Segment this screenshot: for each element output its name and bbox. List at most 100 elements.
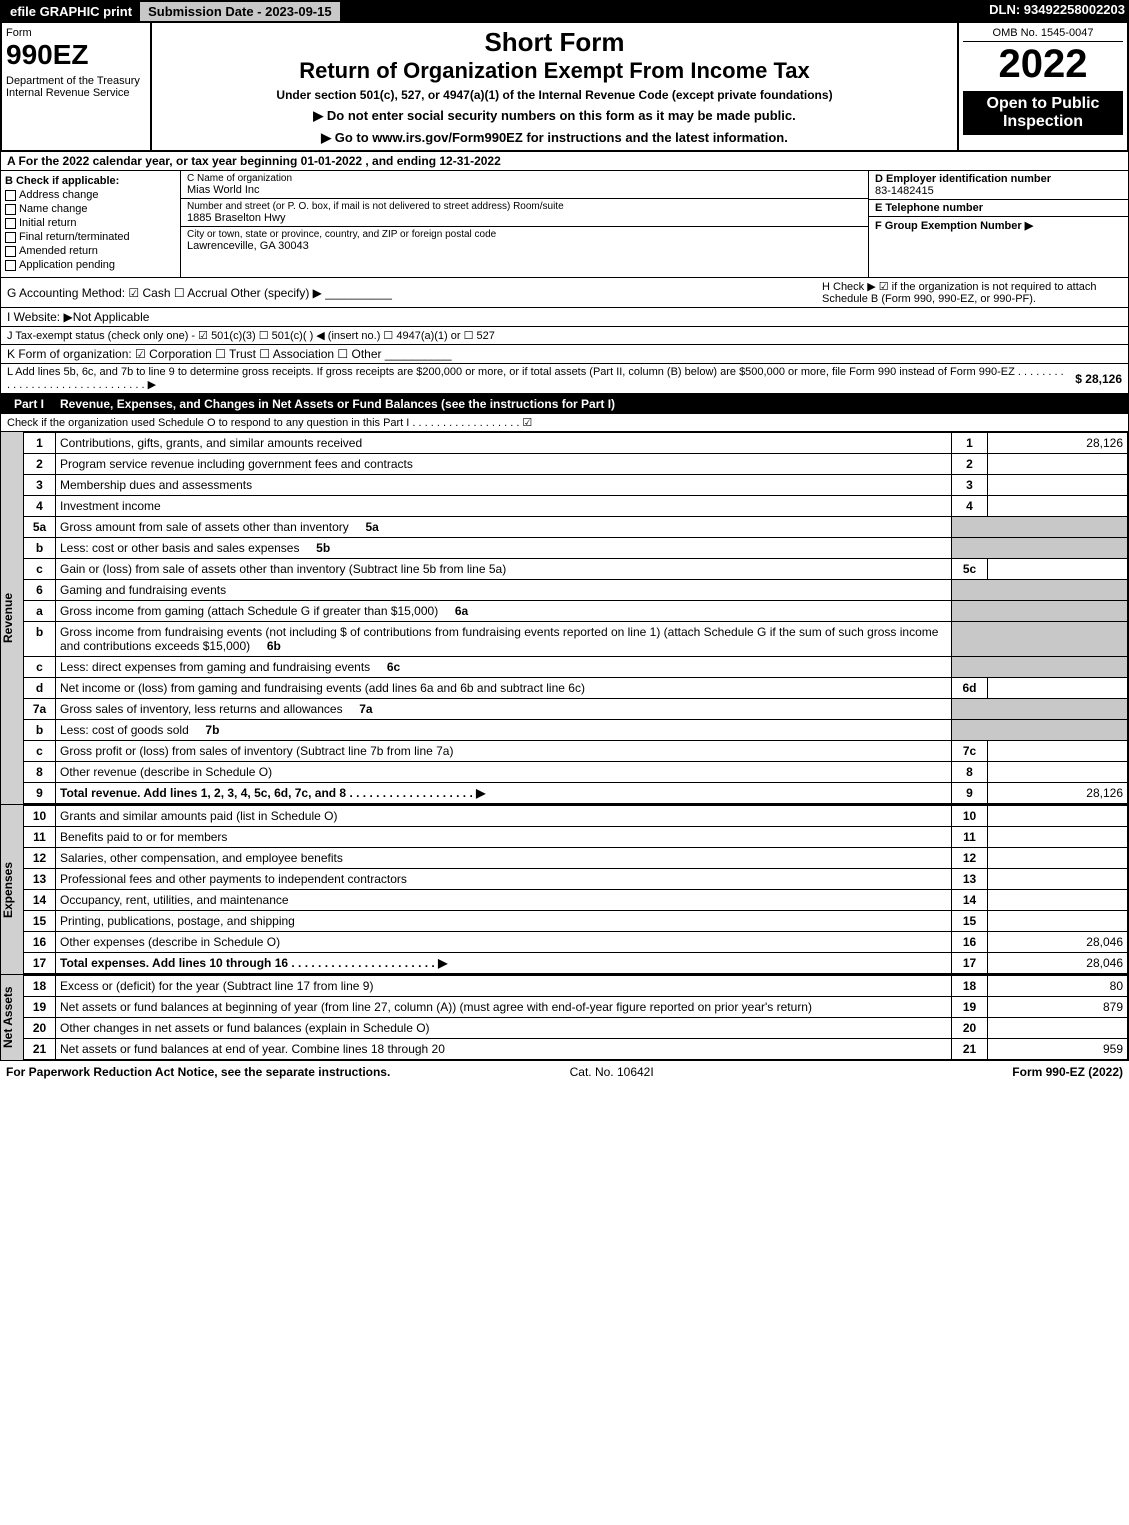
line-16: 16Other expenses (describe in Schedule O… — [24, 932, 1128, 953]
row-j: J Tax-exempt status (check only one) - ☑… — [0, 327, 1129, 345]
chk-final-return[interactable]: Final return/terminated — [5, 231, 176, 243]
line-9: 9Total revenue. Add lines 1, 2, 3, 4, 5c… — [24, 783, 1128, 804]
line-13: 13Professional fees and other payments t… — [24, 869, 1128, 890]
chk-application-pending[interactable]: Application pending — [5, 259, 176, 271]
group-exempt-cell: F Group Exemption Number ▶ — [869, 217, 1128, 234]
part1-title: Revenue, Expenses, and Changes in Net As… — [60, 397, 615, 411]
row-l: L Add lines 5b, 6c, and 7b to line 9 to … — [0, 364, 1129, 394]
line-6d: dNet income or (loss) from gaming and fu… — [24, 678, 1128, 699]
line-15: 15Printing, publications, postage, and s… — [24, 911, 1128, 932]
line-10: 10Grants and similar amounts paid (list … — [24, 806, 1128, 827]
part1-label: Part I — [8, 397, 50, 411]
expenses-section: Expenses 10Grants and similar amounts pa… — [0, 805, 1129, 975]
line-2: 2Program service revenue including gover… — [24, 454, 1128, 475]
section-bcde: B Check if applicable: Address change Na… — [0, 171, 1129, 278]
column-de: D Employer identification number 83-1482… — [868, 171, 1128, 277]
ssn-warning: ▶ Do not enter social security numbers o… — [156, 108, 953, 124]
efile-label: efile GRAPHIC print — [4, 2, 138, 21]
header-left: Form 990EZ Department of the Treasury In… — [2, 23, 152, 150]
line-3: 3Membership dues and assessments3 — [24, 475, 1128, 496]
row-h: H Check ▶ ☑ if the organization is not r… — [822, 280, 1122, 305]
line-4: 4Investment income4 — [24, 496, 1128, 517]
footer-mid: Cat. No. 10642I — [570, 1065, 654, 1079]
header-center: Short Form Return of Organization Exempt… — [152, 23, 957, 150]
row-i: I Website: ▶Not Applicable — [0, 308, 1129, 327]
line-5b: bLess: cost or other basis and sales exp… — [24, 538, 1128, 559]
line-17: 17Total expenses. Add lines 10 through 1… — [24, 953, 1128, 974]
street-value: 1885 Braselton Hwy — [187, 212, 862, 224]
line-6a: aGross income from gaming (attach Schedu… — [24, 601, 1128, 622]
city-label: City or town, state or province, country… — [187, 229, 862, 240]
line-7c: cGross profit or (loss) from sales of in… — [24, 741, 1128, 762]
part1-header: Part I Revenue, Expenses, and Changes in… — [0, 394, 1129, 414]
section-a: A For the 2022 calendar year, or tax yea… — [0, 152, 1129, 171]
short-form-title: Short Form — [156, 27, 953, 58]
line-8: 8Other revenue (describe in Schedule O)8 — [24, 762, 1128, 783]
column-c: C Name of organization Mias World Inc Nu… — [181, 171, 868, 277]
top-bar: efile GRAPHIC print Submission Date - 20… — [0, 0, 1129, 23]
phone-label: E Telephone number — [875, 202, 1122, 214]
org-name-label: C Name of organization — [187, 173, 862, 184]
header-right: OMB No. 1545-0047 2022 Open to Public In… — [957, 23, 1127, 150]
chk-name-change[interactable]: Name change — [5, 203, 176, 215]
org-name-cell: C Name of organization Mias World Inc — [181, 171, 868, 199]
under-section: Under section 501(c), 527, or 4947(a)(1)… — [156, 88, 953, 102]
row-l-text: L Add lines 5b, 6c, and 7b to line 9 to … — [7, 366, 1067, 391]
footer-right: Form 990-EZ (2022) — [1012, 1065, 1123, 1079]
netassets-table: 18Excess or (deficit) for the year (Subt… — [23, 975, 1128, 1060]
tax-year: 2022 — [963, 42, 1123, 87]
line-6: 6Gaming and fundraising events — [24, 580, 1128, 601]
line-18: 18Excess or (deficit) for the year (Subt… — [24, 976, 1128, 997]
chk-amended-return[interactable]: Amended return — [5, 245, 176, 257]
row-g: G Accounting Method: ☑ Cash ☐ Accrual Ot… — [7, 286, 822, 300]
expenses-sidebar: Expenses — [1, 805, 23, 974]
line-1: 1Contributions, gifts, grants, and simil… — [24, 433, 1128, 454]
form-label: Form — [6, 27, 146, 39]
line-7a: 7aGross sales of inventory, less returns… — [24, 699, 1128, 720]
part1-subtitle: Check if the organization used Schedule … — [0, 414, 1129, 432]
line-20: 20Other changes in net assets or fund ba… — [24, 1018, 1128, 1039]
row-l-amount: $ 28,126 — [1067, 372, 1122, 386]
revenue-table: 1Contributions, gifts, grants, and simil… — [23, 432, 1128, 804]
line-11: 11Benefits paid to or for members11 — [24, 827, 1128, 848]
line-6c: cLess: direct expenses from gaming and f… — [24, 657, 1128, 678]
netassets-section: Net Assets 18Excess or (deficit) for the… — [0, 975, 1129, 1061]
line-5c: cGain or (loss) from sale of assets othe… — [24, 559, 1128, 580]
group-exempt-label: F Group Exemption Number ▶ — [875, 219, 1122, 232]
street-cell: Number and street (or P. O. box, if mail… — [181, 199, 868, 227]
netassets-sidebar: Net Assets — [1, 975, 23, 1060]
ein-cell: D Employer identification number 83-1482… — [869, 171, 1128, 200]
row-k: K Form of organization: ☑ Corporation ☐ … — [0, 345, 1129, 364]
chk-address-change[interactable]: Address change — [5, 189, 176, 201]
submission-date: Submission Date - 2023-09-15 — [140, 2, 340, 21]
line-19: 19Net assets or fund balances at beginni… — [24, 997, 1128, 1018]
footer-left: For Paperwork Reduction Act Notice, see … — [6, 1065, 390, 1079]
row-gh: G Accounting Method: ☑ Cash ☐ Accrual Ot… — [0, 278, 1129, 308]
city-value: Lawrenceville, GA 30043 — [187, 240, 862, 252]
line-7b: bLess: cost of goods sold 7b — [24, 720, 1128, 741]
city-cell: City or town, state or province, country… — [181, 227, 868, 254]
ein-label: D Employer identification number — [875, 173, 1122, 185]
phone-cell: E Telephone number — [869, 200, 1128, 217]
line-6b: bGross income from fundraising events (n… — [24, 622, 1128, 657]
omb-number: OMB No. 1545-0047 — [963, 27, 1123, 42]
org-name: Mias World Inc — [187, 184, 862, 196]
dln-number: DLN: 93492258002203 — [989, 2, 1125, 21]
revenue-sidebar: Revenue — [1, 432, 23, 804]
form-code: 990EZ — [6, 39, 146, 71]
line-14: 14Occupancy, rent, utilities, and mainte… — [24, 890, 1128, 911]
chk-initial-return[interactable]: Initial return — [5, 217, 176, 229]
column-b: B Check if applicable: Address change Na… — [1, 171, 181, 277]
ein-value: 83-1482415 — [875, 185, 1122, 197]
goto-link[interactable]: ▶ Go to www.irs.gov/Form990EZ for instru… — [156, 130, 953, 146]
street-label: Number and street (or P. O. box, if mail… — [187, 201, 862, 212]
col-b-title: B Check if applicable: — [5, 175, 176, 187]
line-12: 12Salaries, other compensation, and empl… — [24, 848, 1128, 869]
dept-treasury: Department of the Treasury Internal Reve… — [6, 75, 146, 99]
revenue-section: Revenue 1Contributions, gifts, grants, a… — [0, 432, 1129, 805]
line-5a: 5aGross amount from sale of assets other… — [24, 517, 1128, 538]
open-inspection: Open to Public Inspection — [963, 91, 1123, 135]
return-title: Return of Organization Exempt From Incom… — [156, 58, 953, 84]
form-header: Form 990EZ Department of the Treasury In… — [0, 23, 1129, 152]
expenses-table: 10Grants and similar amounts paid (list … — [23, 805, 1128, 974]
